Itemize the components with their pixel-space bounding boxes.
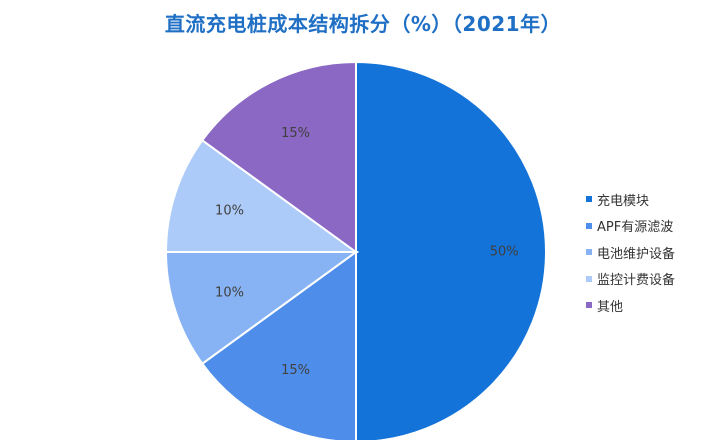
slice-label: 15% bbox=[281, 126, 310, 141]
legend-swatch bbox=[586, 302, 592, 309]
slice-label: 10% bbox=[215, 286, 244, 301]
legend-swatch bbox=[586, 222, 592, 229]
chart-legend: 充电模块 APF有源滤波 电池维护设备 监控计费设备 其他 bbox=[586, 186, 675, 319]
legend-label: 充电模块 bbox=[597, 193, 650, 209]
chart-title: 直流充电桩成本结构拆分（%）（2021年） bbox=[164, 12, 562, 36]
pie-slice bbox=[200, 60, 357, 254]
slice-label: 15% bbox=[281, 363, 310, 378]
legend-swatch bbox=[586, 249, 592, 256]
legend-item: 电池维护设备 bbox=[586, 239, 675, 266]
pie-slice bbox=[200, 250, 357, 440]
legend-label: 其他 bbox=[597, 299, 624, 315]
slice-label: 50% bbox=[490, 245, 519, 260]
pie-slice bbox=[355, 60, 547, 440]
legend-item: 其他 bbox=[586, 292, 675, 319]
pie-slice bbox=[164, 251, 360, 366]
legend-label: APF有源滤波 bbox=[597, 220, 674, 236]
legend-swatch bbox=[586, 196, 592, 203]
pie-slice bbox=[164, 138, 360, 253]
legend-item: 充电模块 bbox=[586, 186, 675, 213]
legend-swatch bbox=[586, 275, 592, 282]
legend-item: 监控计费设备 bbox=[586, 266, 675, 293]
legend-label: 电池维护设备 bbox=[597, 246, 676, 262]
legend-label: 监控计费设备 bbox=[597, 273, 676, 289]
legend-item: APF有源滤波 bbox=[586, 213, 675, 240]
slice-label: 10% bbox=[215, 203, 244, 218]
